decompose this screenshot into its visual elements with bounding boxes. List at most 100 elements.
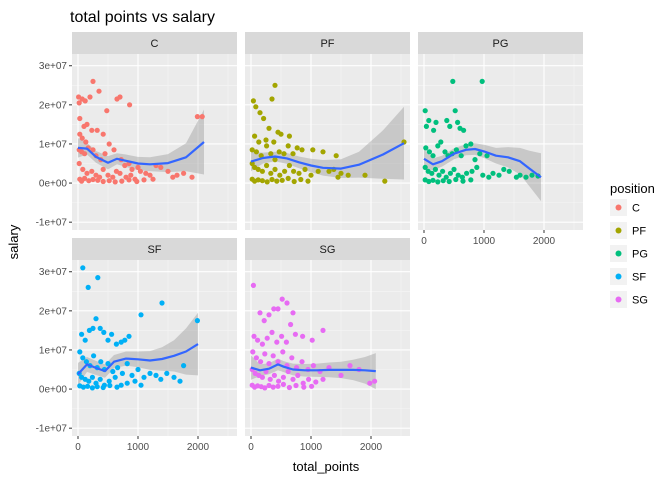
data-point	[194, 114, 200, 120]
data-point	[90, 325, 96, 331]
x-tick-label: 2000	[360, 442, 383, 453]
data-point	[262, 385, 268, 391]
data-point	[438, 139, 444, 145]
facet-strip-label: PF	[320, 38, 334, 50]
data-point	[458, 153, 464, 159]
data-point	[127, 102, 133, 108]
data-point	[250, 98, 256, 104]
legend-key-point	[615, 273, 622, 280]
data-point	[251, 333, 257, 339]
data-point	[150, 176, 156, 182]
data-point	[480, 172, 486, 178]
data-point	[299, 359, 305, 365]
data-point	[459, 174, 465, 180]
x-tick-label: 1000	[473, 236, 496, 247]
facet-panel-pg: PG 0 1000 2000	[418, 32, 583, 247]
data-point	[435, 143, 441, 149]
y-tick-label: 1e+07	[39, 139, 68, 150]
data-point	[269, 176, 275, 183]
data-point	[264, 162, 270, 169]
legend-item-sg: SG	[610, 291, 648, 308]
data-point	[82, 151, 88, 157]
legend-key-point	[615, 227, 622, 234]
y-tick-label: 3e+07	[39, 61, 68, 72]
legend-key-point	[615, 204, 622, 211]
data-point	[159, 300, 165, 306]
y-tick-label: -1e+07	[36, 424, 68, 435]
data-point	[181, 363, 187, 369]
data-point	[270, 353, 276, 359]
data-point	[291, 178, 297, 185]
data-point	[126, 177, 132, 183]
data-point	[138, 312, 144, 318]
data-point	[429, 170, 435, 176]
data-point	[279, 333, 285, 339]
data-point	[362, 172, 368, 178]
data-point	[261, 115, 267, 122]
data-point	[310, 363, 316, 369]
facet-strip	[72, 238, 237, 260]
facet-strip	[418, 32, 583, 54]
data-point	[298, 176, 304, 183]
legend-label: PG	[632, 249, 648, 261]
facet-strip-label: C	[151, 38, 159, 50]
data-point	[295, 372, 301, 378]
data-point	[529, 172, 535, 178]
data-point	[272, 166, 278, 172]
data-point	[268, 151, 274, 157]
data-point	[517, 172, 523, 178]
data-point	[79, 331, 85, 337]
data-point	[106, 141, 112, 147]
data-point	[523, 174, 529, 180]
data-point	[143, 170, 149, 176]
data-point	[259, 374, 265, 380]
x-tick-label: 0	[421, 236, 427, 247]
smooth-line	[77, 141, 205, 166]
data-point	[280, 374, 286, 380]
data-point	[272, 82, 278, 88]
data-point	[285, 143, 291, 149]
data-point	[453, 176, 459, 183]
data-point	[464, 170, 470, 176]
legend-key-point	[615, 250, 622, 257]
data-point	[258, 359, 264, 365]
data-point	[100, 131, 106, 137]
data-point	[122, 337, 128, 343]
data-point	[506, 168, 512, 174]
data-point	[253, 355, 259, 361]
confidence-band	[78, 109, 204, 175]
data-point	[436, 172, 442, 178]
panel-background	[72, 260, 237, 436]
data-point	[89, 168, 95, 174]
data-point	[189, 174, 195, 180]
data-point	[80, 265, 86, 271]
data-point	[256, 139, 262, 145]
y-axis-title: salary	[6, 224, 21, 259]
data-point	[264, 335, 270, 341]
data-point	[86, 378, 92, 384]
facet-strip	[245, 238, 410, 260]
y-tick-label: 3e+07	[39, 267, 68, 278]
data-point	[85, 383, 91, 389]
y-tick-label: 0e+00	[39, 385, 68, 396]
y-tick-label: 2e+07	[39, 306, 68, 317]
data-point	[89, 127, 95, 133]
data-point	[110, 368, 116, 375]
legend-label: SF	[632, 272, 646, 284]
data-point	[484, 153, 490, 159]
data-point	[107, 382, 113, 389]
data-point	[137, 168, 143, 174]
data-point	[117, 94, 123, 100]
facet-strip-label: SF	[147, 244, 161, 256]
data-point	[250, 282, 256, 288]
data-point	[115, 365, 121, 371]
data-point	[372, 378, 378, 384]
data-point	[164, 370, 170, 376]
smooth-line	[77, 343, 199, 375]
data-point	[252, 133, 258, 139]
data-point	[82, 175, 88, 181]
data-point	[423, 145, 429, 151]
data-point	[249, 147, 255, 153]
data-point	[472, 157, 478, 163]
